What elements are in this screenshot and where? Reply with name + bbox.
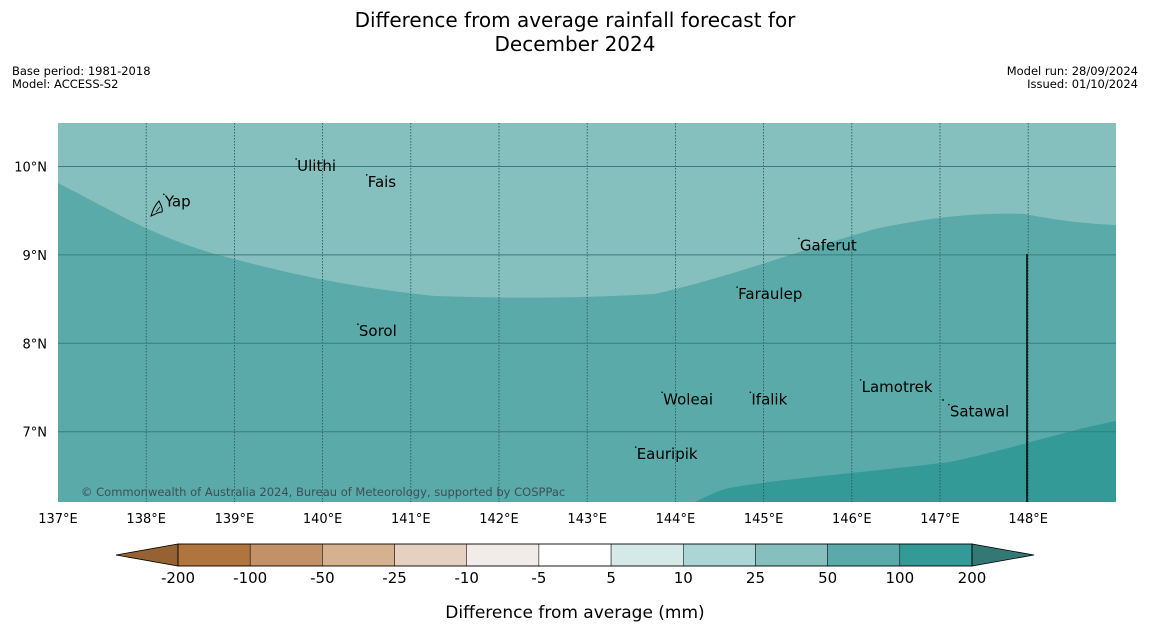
colorbar-tick-label: 10 — [674, 569, 693, 587]
colorbar-tick-label: -100 — [233, 569, 267, 587]
lat-tick-label: 9°N — [23, 249, 48, 264]
colorbar-segment — [538, 543, 612, 567]
colorbar-segment — [683, 543, 756, 567]
base-period: Base period: 1981-2018 — [12, 64, 151, 78]
place-label-satawal: Satawal — [950, 403, 1009, 421]
lat-tick-label: 10°N — [14, 161, 47, 176]
place-marker — [634, 446, 637, 448]
lon-tick-label: 142°E — [479, 512, 519, 527]
place-marker — [357, 323, 359, 326]
colorbar-tick-label: -200 — [161, 569, 195, 587]
model-run: Model run: 28/09/2024 — [1006, 64, 1138, 78]
place-marker — [661, 391, 663, 394]
place-label-lamotrek: Lamotrek — [862, 378, 933, 396]
colorbar-tick-label: -5 — [531, 569, 546, 587]
colorbar-segment — [177, 543, 251, 567]
colorbar-segment — [899, 543, 973, 567]
colorbar-tick-label: 200 — [958, 569, 987, 587]
copyright-notice: © Commonwealth of Australia 2024, Bureau… — [81, 485, 565, 499]
island-dot — [942, 399, 944, 401]
colorbar-tick-label: -10 — [454, 569, 479, 587]
model-name: Model: ACCESS-S2 — [12, 77, 119, 91]
colorbar-segment — [610, 543, 684, 567]
place-marker — [736, 286, 738, 288]
issued-date: Issued: 01/10/2024 — [1027, 77, 1138, 91]
colorbar-tick-label: 5 — [606, 569, 616, 587]
metadata-left: Base period: 1981-2018 Model: ACCESS-S2 — [12, 65, 151, 91]
place-label-sorol: Sorol — [359, 322, 397, 340]
place-label-ulithi: Ulithi — [297, 157, 336, 175]
title-line-1: Difference from average rainfall forecas… — [354, 8, 796, 32]
place-label-ifalik: Ifalik — [751, 390, 787, 408]
place-marker — [163, 193, 165, 196]
lon-tick-label: 144°E — [656, 512, 696, 527]
colorbar-label: Difference from average (mm) — [445, 603, 705, 623]
colorbar-tick-label: -25 — [382, 569, 407, 587]
colorbar-tick-label: -50 — [310, 569, 335, 587]
lat-tick-label: 8°N — [23, 337, 48, 352]
place-marker — [749, 391, 752, 394]
lon-tick-label: 141°E — [391, 512, 431, 527]
colorbar-extend-high — [971, 543, 1035, 567]
place-labels: Yap Ulithi Fais Gaferut Faraulep Sorol Lamotre… — [163, 157, 1009, 463]
colorbar-extend-low — [115, 543, 179, 567]
colorbar-segment — [466, 543, 540, 567]
place-label-woleai: Woleai — [663, 390, 713, 408]
colorbar-segment — [827, 543, 901, 567]
colorbar-frame — [177, 543, 973, 567]
colorbar-segment — [322, 543, 395, 567]
metadata-right: Model run: 28/09/2024 Issued: 01/10/2024 — [1007, 65, 1138, 91]
yap-island-detail — [155, 206, 161, 213]
place-label-faraulep: Faraulep — [738, 285, 802, 303]
place-marker — [365, 174, 368, 176]
colorbar-segment — [394, 543, 467, 567]
place-marker — [859, 379, 862, 381]
lon-tick-label: 137°E — [38, 512, 78, 527]
title-line-2: December 2024 — [494, 32, 656, 56]
region-lower — [695, 421, 1116, 502]
map-area[interactable]: Yap Ulithi Fais Gaferut Faraulep Sorol Lamotre… — [58, 123, 1116, 502]
colorbar-segment — [249, 543, 323, 567]
lon-tick-label: 138°E — [126, 512, 166, 527]
lon-tick-label: 145°E — [744, 512, 784, 527]
graticule — [58, 123, 1116, 502]
colorbar: -200 -100 -50 -25 -10 -5 5 10 25 50 100 200 — [115, 543, 1035, 587]
lon-tick-label: 139°E — [215, 512, 255, 527]
colorbar-tick-label: 100 — [885, 569, 914, 587]
lon-tick-label: 148°E — [1008, 512, 1048, 527]
colorbar-tick-label: 50 — [818, 569, 837, 587]
lon-tick-label: 147°E — [920, 512, 960, 527]
place-label-eauripik: Eauripik — [637, 445, 698, 463]
place-label-yap: Yap — [164, 192, 191, 210]
place-label-gaferut: Gaferut — [800, 236, 857, 254]
yap-island-outline — [150, 200, 163, 217]
axis-labels: 137°E 138°E 139°E 140°E 141°E 142°E 143°E 144°E… — [14, 161, 1048, 528]
place-marker — [948, 403, 950, 406]
chart-title: Difference from average rainfall forecas… — [0, 8, 1150, 56]
lat-tick-label: 7°N — [23, 426, 48, 441]
lon-tick-label: 143°E — [567, 512, 607, 527]
lon-tick-label: 146°E — [832, 512, 872, 527]
place-marker — [798, 237, 800, 240]
place-label-fais: Fais — [368, 173, 397, 191]
colorbar-segment — [755, 543, 828, 567]
place-marker — [295, 158, 297, 160]
lon-tick-label: 140°E — [303, 512, 343, 527]
colorbar-tick-label: 25 — [746, 569, 765, 587]
